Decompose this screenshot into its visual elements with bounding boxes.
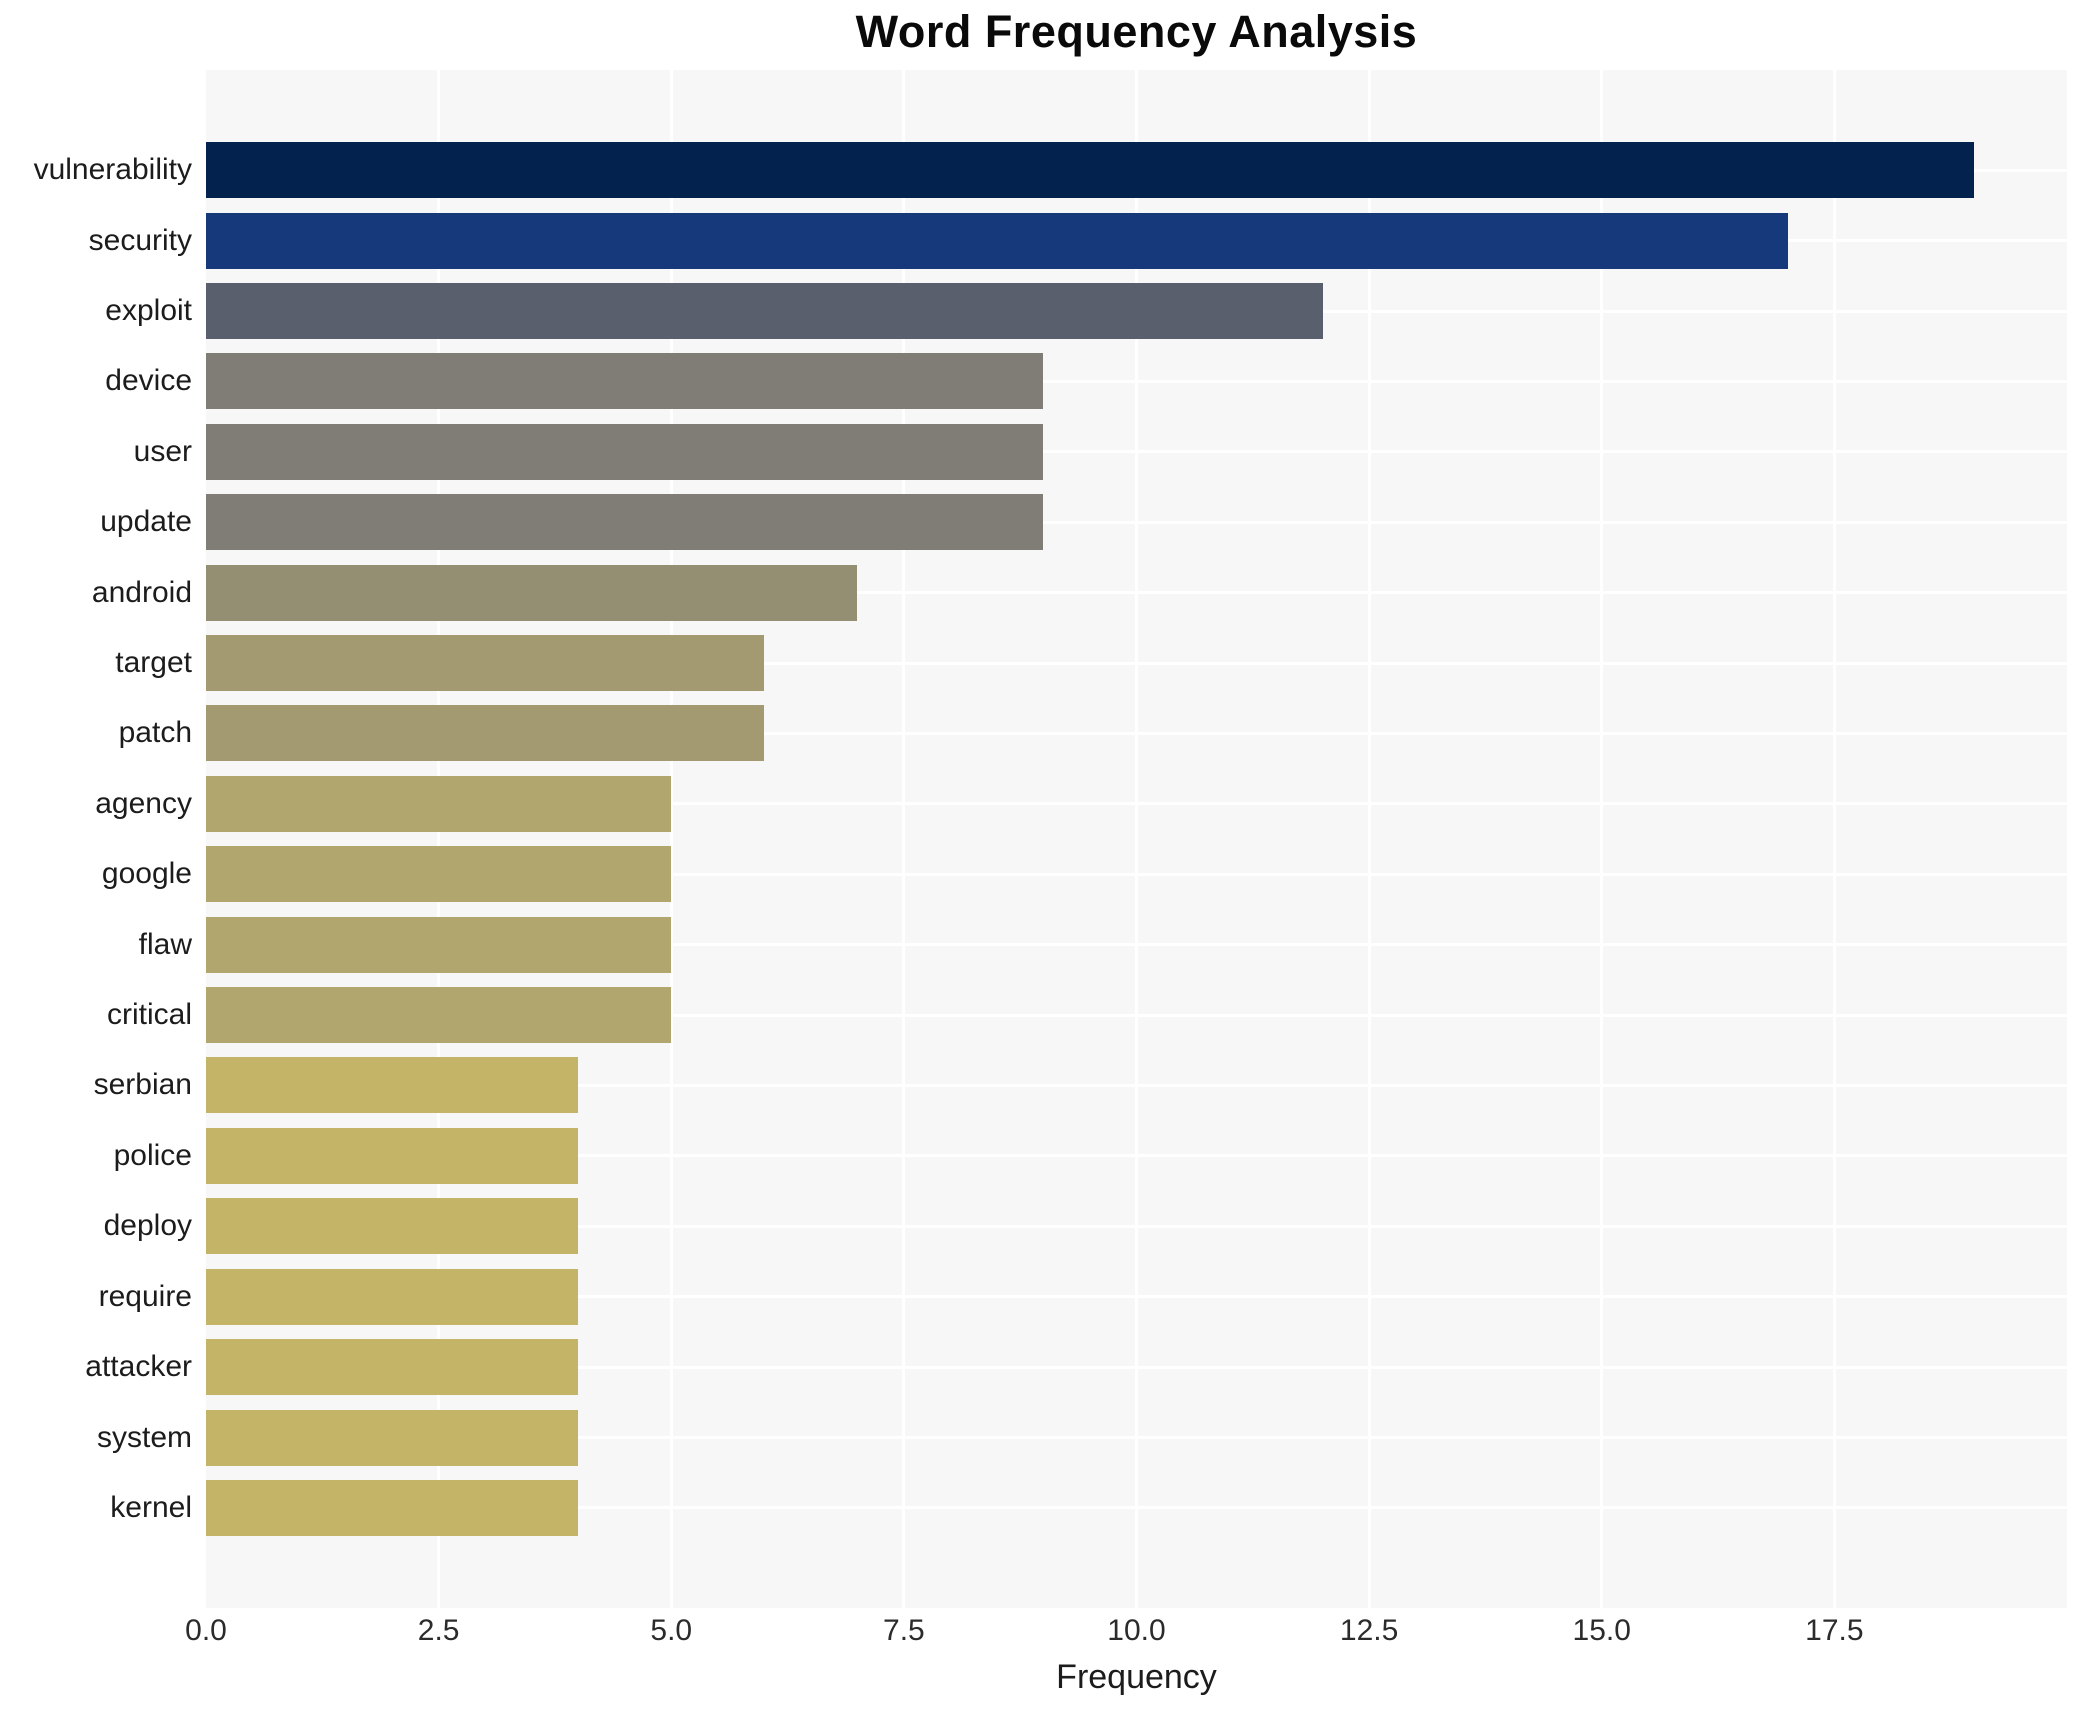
bar-row [206, 1050, 2067, 1120]
y-label-exploit: exploit [105, 294, 192, 328]
bar-security [206, 212, 1788, 269]
vertical-gridline [1367, 70, 1371, 1608]
bar-agency [206, 775, 672, 832]
horizontal-gridline [206, 1224, 2067, 1228]
horizontal-gridline [206, 1295, 2067, 1299]
vertical-gridline [1832, 70, 1836, 1608]
bar-rows [206, 70, 2067, 1608]
y-label-patch: patch [118, 716, 192, 750]
bar-row [206, 980, 2067, 1050]
y-label-serbian: serbian [93, 1068, 192, 1102]
y-label-update: update [100, 505, 192, 539]
horizontal-gridline [206, 872, 2067, 876]
horizontal-gridline [206, 520, 2067, 524]
bar-row [206, 135, 2067, 205]
x-tick-17.5: 17.5 [1805, 1614, 1864, 1647]
vertical-gridline [669, 70, 673, 1608]
vertical-gridline [902, 70, 906, 1608]
chart-title: Word Frequency Analysis [855, 6, 1418, 57]
y-label-police: police [113, 1138, 192, 1172]
bar-critical [206, 987, 672, 1044]
bar-row [206, 628, 2067, 698]
x-axis-title: Frequency [1056, 1658, 1217, 1696]
bar-serbian [206, 1057, 579, 1114]
y-label-critical: critical [106, 998, 192, 1032]
horizontal-gridline [206, 1013, 2067, 1017]
y-label-device: device [105, 364, 192, 398]
bar-attacker [206, 1339, 579, 1396]
x-tick-2.5: 2.5 [417, 1614, 460, 1647]
horizontal-gridline [206, 1506, 2067, 1510]
bar-system [206, 1409, 579, 1466]
bar-row [206, 1262, 2067, 1332]
bar-row [206, 1473, 2067, 1543]
horizontal-gridline [206, 1083, 2067, 1087]
bar-user [206, 423, 1044, 480]
vertical-gridline [1600, 70, 1604, 1608]
y-label-kernel: kernel [110, 1490, 192, 1524]
bar-row [206, 346, 2067, 416]
bar-row [206, 1191, 2067, 1261]
vertical-gridline [1135, 70, 1138, 1608]
bar-device [206, 353, 1044, 410]
bar-row [206, 769, 2067, 839]
horizontal-gridline [206, 731, 2067, 735]
x-tick-7.5: 7.5 [883, 1614, 925, 1647]
horizontal-gridline [206, 1365, 2067, 1369]
bar-require [206, 1268, 579, 1325]
y-label-flaw: flaw [138, 927, 192, 961]
vertical-gridline [437, 70, 441, 1608]
y-label-agency: agency [95, 786, 192, 820]
x-tick-12.5: 12.5 [1339, 1614, 1399, 1647]
x-tick-5.0: 5.0 [650, 1614, 693, 1647]
horizontal-gridline [206, 1154, 2067, 1158]
horizontal-gridline [206, 1436, 2067, 1440]
bar-row [206, 909, 2067, 979]
y-label-system: system [96, 1420, 192, 1454]
bar-row [206, 698, 2067, 768]
bar-deploy [206, 1198, 579, 1255]
bar-row [206, 276, 2067, 346]
horizontal-gridline [206, 943, 2067, 947]
bar-row [206, 205, 2067, 275]
y-label-android: android [91, 575, 192, 609]
y-label-security: security [88, 223, 192, 257]
x-axis-ticks: 0.0 2.5 5.0 7.5 10.0 12.5 15.0 17.5 [185, 1614, 2067, 1650]
bar-row [206, 1332, 2067, 1402]
plot-area [206, 70, 2067, 1608]
y-axis-labels: vulnerability security exploit device user up… [0, 70, 192, 1608]
y-label-require: require [98, 1279, 192, 1313]
bar-row [206, 1402, 2067, 1472]
bar-flaw [206, 916, 672, 973]
bar-google [206, 846, 672, 903]
horizontal-gridline [206, 379, 2067, 383]
y-label-deploy: deploy [103, 1209, 192, 1243]
y-label-google: google [101, 857, 192, 891]
bar-police [206, 1127, 579, 1184]
y-label-attacker: attacker [85, 1350, 192, 1384]
bar-patch [206, 705, 765, 762]
bar-android [206, 564, 858, 621]
horizontal-gridline [206, 450, 2067, 454]
y-label-vulnerability: vulnerability [33, 153, 192, 187]
y-label-target: target [115, 646, 192, 680]
bar-row [206, 1121, 2067, 1191]
horizontal-gridline [206, 661, 2067, 665]
x-tick-10.0: 10.0 [1107, 1614, 1166, 1647]
bar-row [206, 557, 2067, 627]
bar-vulnerability [206, 142, 1974, 199]
horizontal-gridline [206, 802, 2067, 806]
bar-row [206, 839, 2067, 909]
bar-row [206, 487, 2067, 557]
bar-row [206, 417, 2067, 487]
bar-kernel [206, 1479, 579, 1536]
horizontal-gridline [206, 591, 2067, 595]
y-label-user: user [133, 434, 192, 468]
x-tick-15.0: 15.0 [1572, 1614, 1631, 1647]
bar-target [206, 635, 765, 692]
x-tick-0.0: 0.0 [185, 1614, 227, 1647]
bar-update [206, 494, 1044, 551]
bar-exploit [206, 283, 1323, 340]
